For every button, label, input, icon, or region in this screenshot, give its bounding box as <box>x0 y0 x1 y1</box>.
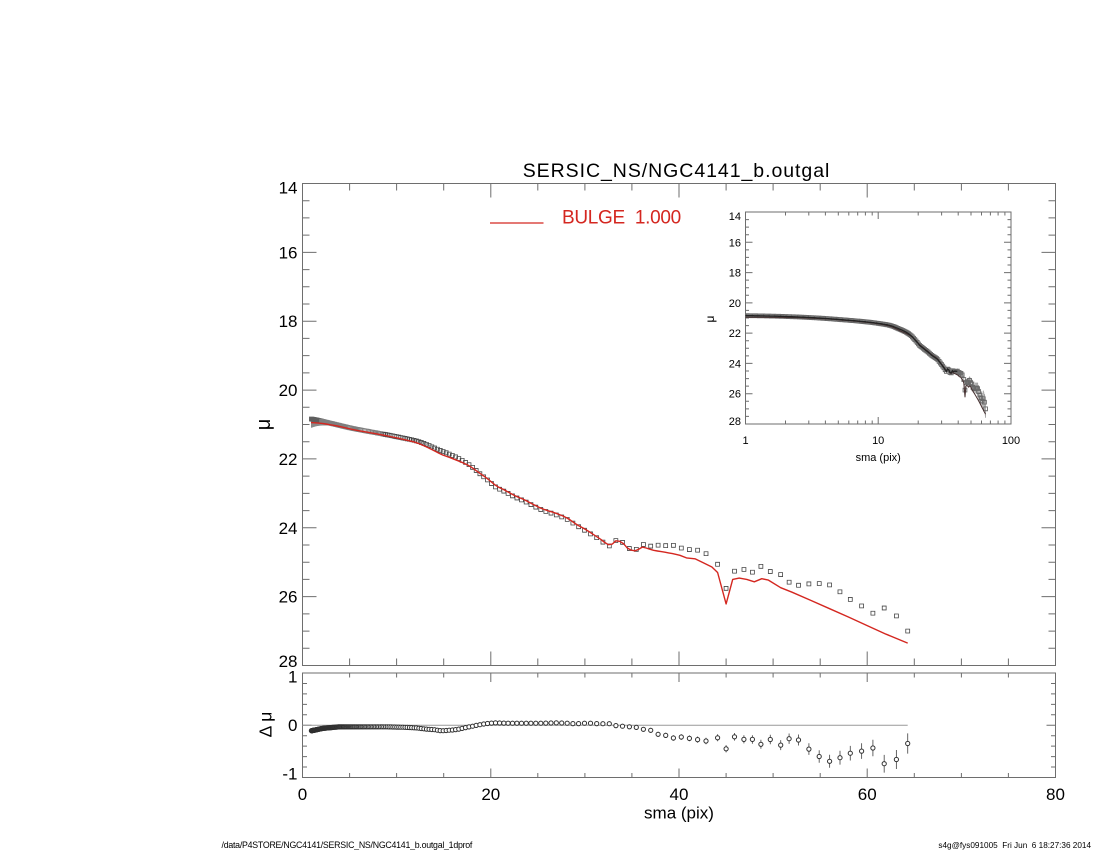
svg-text:22: 22 <box>729 328 741 340</box>
svg-text:sma (pix): sma (pix) <box>856 452 901 464</box>
svg-text:24: 24 <box>279 519 298 538</box>
svg-text:/data/P4STORE/NGC4141/SERSIC_N: /data/P4STORE/NGC4141/SERSIC_NS/NGC4141_… <box>222 840 473 850</box>
svg-text:20: 20 <box>279 381 298 400</box>
svg-text:0: 0 <box>298 785 307 804</box>
svg-text:22: 22 <box>279 450 298 469</box>
svg-text:28: 28 <box>279 652 298 671</box>
svg-text:Δ μ: Δ μ <box>256 712 276 738</box>
svg-text:20: 20 <box>729 298 741 310</box>
svg-text:24: 24 <box>729 358 741 370</box>
svg-text:μ: μ <box>253 419 275 431</box>
svg-text:BULGE 1.000: BULGE 1.000 <box>562 208 681 229</box>
svg-text:26: 26 <box>729 389 741 401</box>
svg-text:18: 18 <box>729 268 741 280</box>
svg-text:16: 16 <box>279 243 298 262</box>
svg-text:1: 1 <box>288 668 297 687</box>
svg-text:10: 10 <box>872 435 884 447</box>
svg-text:14: 14 <box>279 179 298 198</box>
svg-text:16: 16 <box>729 237 741 249</box>
svg-text:18: 18 <box>279 312 298 331</box>
svg-text:28: 28 <box>729 416 741 428</box>
svg-text:60: 60 <box>858 785 877 804</box>
svg-text:14: 14 <box>729 211 741 223</box>
svg-text:100: 100 <box>1002 435 1020 447</box>
svg-text:0: 0 <box>288 716 297 735</box>
svg-text:sma (pix): sma (pix) <box>644 804 714 823</box>
svg-text:40: 40 <box>670 785 689 804</box>
svg-text:SERSIC_NS/NGC4141_b.outgal: SERSIC_NS/NGC4141_b.outgal <box>523 160 831 182</box>
svg-text:s4g@fys091005 Fri Jun 6 18:2: s4g@fys091005 Fri Jun 6 18:27:36 2014 <box>938 841 1091 850</box>
svg-text:26: 26 <box>279 588 298 607</box>
svg-text:1: 1 <box>742 435 748 447</box>
svg-text:80: 80 <box>1046 785 1065 804</box>
svg-text:-1: -1 <box>282 765 297 784</box>
svg-text:μ: μ <box>703 315 717 322</box>
svg-text:20: 20 <box>481 785 500 804</box>
